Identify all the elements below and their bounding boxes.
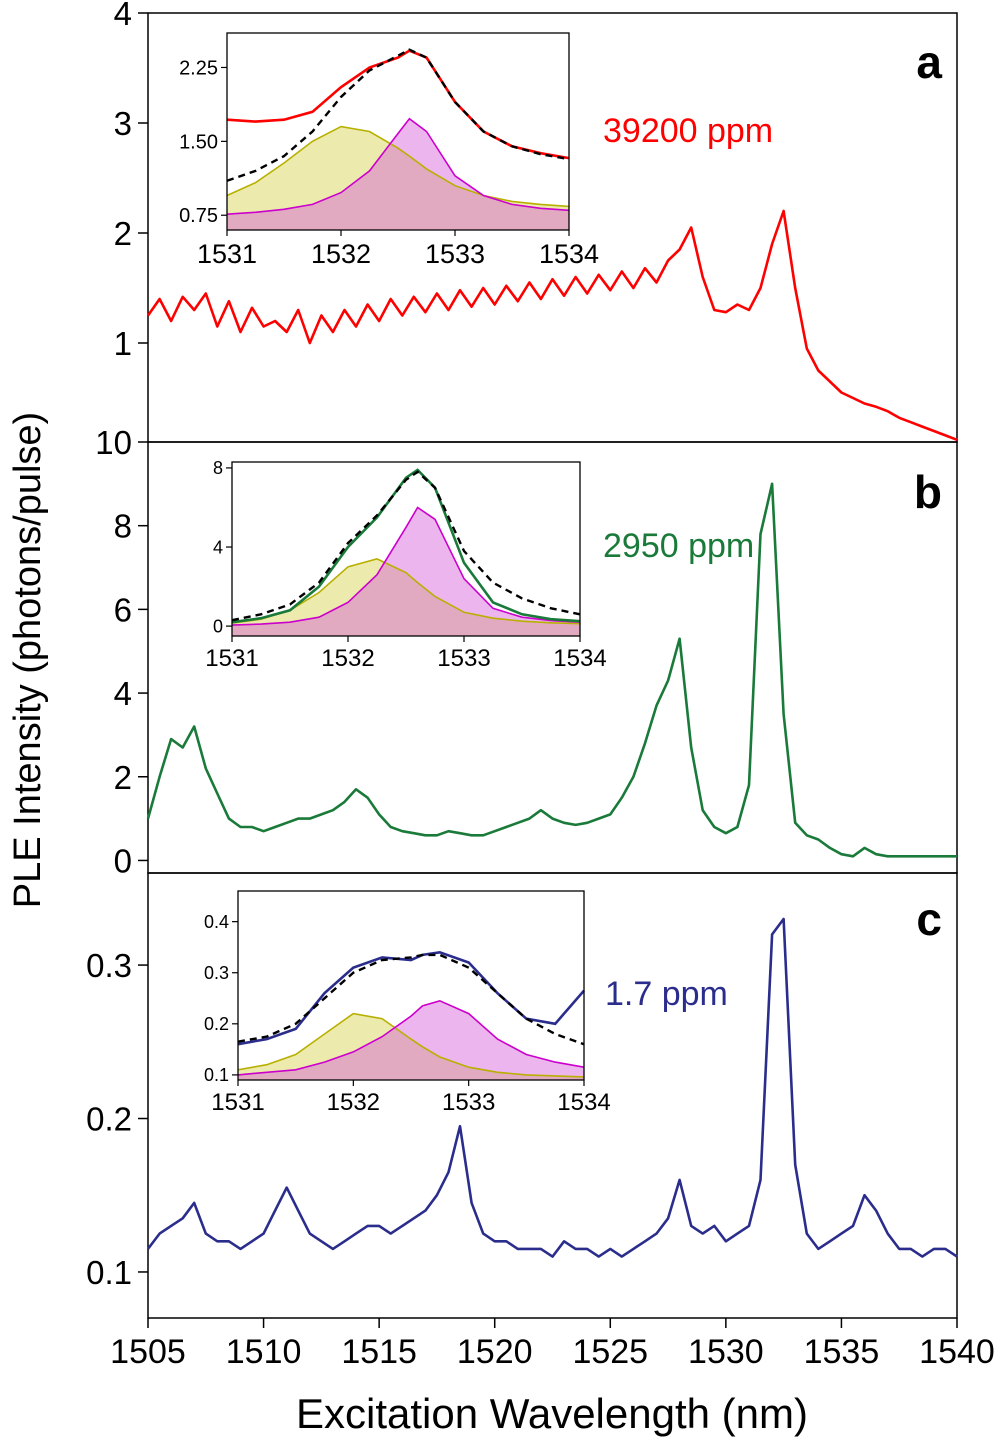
y-tick-label: 0.3: [86, 947, 132, 984]
y-tick-label: 0.1: [86, 1254, 132, 1291]
inset-y-tick-label: 4: [213, 537, 223, 557]
y-tick-label: 2: [114, 759, 132, 796]
inset-frame: [231, 461, 581, 637]
inset-x-tick-label: 1532: [311, 239, 371, 269]
y-axis-label: PLE Intensity (photons/pulse): [7, 412, 49, 908]
x-tick-label: 1505: [110, 1333, 186, 1371]
inset-a: 1531 1532 1533 1534 0.75 1.50 2.25: [179, 32, 599, 269]
x-tick-label: 1510: [226, 1333, 302, 1371]
inset-fit-line: [226, 48, 570, 182]
inset-x-tick-label: 1533: [442, 1089, 495, 1116]
inset-peak2-line: [231, 506, 581, 626]
y-tick-label: 6: [114, 591, 132, 628]
x-axis-label: Excitation Wavelength (nm): [296, 1390, 808, 1437]
inset-peak2-fill: [232, 507, 580, 636]
inset-data-line: [226, 49, 570, 160]
y-tick-label: 3: [114, 105, 132, 142]
inset-peak1-line: [226, 125, 570, 208]
y-tick-label: 4: [114, 0, 132, 32]
panels-layer: 1 2 3 4 a 39200 ppm 1531 1532 1533 1534 0.75 1.50 2.…: [86, 0, 995, 1371]
inset-y-tick-label: 1.50: [179, 131, 218, 153]
y-tick-label: 4: [114, 675, 132, 712]
y-tick-label: 2: [114, 215, 132, 252]
inset-x-tick-label: 1531: [211, 1089, 264, 1116]
inset-frame: [226, 32, 570, 231]
inset-y-tick-label: 8: [213, 458, 223, 478]
panel-frame: [147, 872, 958, 1319]
concentration-label-c: 1.7 ppm: [605, 975, 728, 1013]
inset-peak1-fill: [238, 1013, 584, 1080]
inset-y-tick-label: 0: [213, 616, 223, 636]
panel-c: 0.1 0.2 0.3 c 1.7 ppm 1531 1532 1533 1534 0.1 0.2 0…: [86, 872, 958, 1319]
concentration-label-a: 39200 ppm: [603, 112, 773, 150]
inset-peak2-fill: [227, 118, 569, 230]
y-tick-label: 1: [114, 325, 132, 362]
inset-x-tick-label: 1531: [197, 239, 257, 269]
x-tick-label: 1515: [341, 1333, 417, 1371]
inset-c: 1531 1532 1533 1534 0.1 0.2 0.3 0.4: [204, 890, 611, 1116]
inset-x-tick-label: 1534: [539, 239, 599, 269]
inset-fit-line: [231, 470, 581, 622]
inset-frame: [237, 890, 585, 1081]
series-line-c: [146, 917, 958, 1258]
inset-y-tick-label: 0.3: [204, 963, 229, 983]
y-tick-label: 10: [95, 424, 132, 461]
inset-data-line: [231, 468, 581, 624]
inset-b: 1531 1532 1533 1534 0 4 8: [205, 458, 606, 672]
y-tick-label: 0: [114, 842, 132, 879]
inset-x-tick-label: 1533: [437, 645, 490, 672]
inset-y-tick-label: 0.1: [204, 1065, 229, 1085]
inset-peak2-line: [226, 117, 570, 215]
inset-x-tick-label: 1532: [321, 645, 374, 672]
panel-b: 0 2 4 6 8 10 b 2950 ppm 1531 1532 1533 1534 0 4 8: [95, 424, 958, 879]
y-tick-label: 0.2: [86, 1101, 132, 1138]
inset-x-tick-label: 1533: [425, 239, 485, 269]
inset-peak2-line: [237, 999, 585, 1076]
panel-letter-b: b: [914, 466, 942, 518]
inset-peak1-line: [237, 1012, 585, 1078]
inset-x-tick-label: 1531: [205, 645, 258, 672]
inset-peak2-fill: [238, 1000, 584, 1080]
x-tick-label: 1525: [572, 1333, 648, 1371]
inset-y-tick-label: 0.4: [204, 912, 229, 932]
concentration-label-b: 2950 ppm: [603, 527, 754, 565]
series-line-b: [146, 482, 957, 858]
inset-fit-line: [237, 953, 585, 1046]
inset-y-tick-label: 2.25: [179, 57, 218, 79]
series-line-a: [146, 209, 958, 442]
inset-background: [238, 891, 584, 1080]
inset-background: [227, 33, 569, 230]
inset-x-tick-label: 1534: [553, 645, 606, 672]
inset-y-tick-label: 0.75: [179, 205, 218, 227]
x-tick-label: 1535: [804, 1333, 880, 1371]
panel-letter-a: a: [916, 36, 942, 88]
x-tick-label: 1530: [688, 1333, 764, 1371]
y-tick-label: 8: [114, 508, 132, 545]
panel-a: 1 2 3 4 a 39200 ppm 1531 1532 1533 1534 0.75 1.50 2.…: [114, 0, 958, 443]
x-tick-label: 1520: [457, 1333, 533, 1371]
inset-y-tick-label: 0.2: [204, 1014, 229, 1034]
x-tick-label: 1540: [919, 1333, 995, 1371]
inset-background: [232, 462, 580, 636]
inset-x-tick-label: 1532: [327, 1089, 380, 1116]
inset-x-tick-label: 1534: [557, 1089, 610, 1116]
panel-letter-c: c: [916, 893, 942, 945]
